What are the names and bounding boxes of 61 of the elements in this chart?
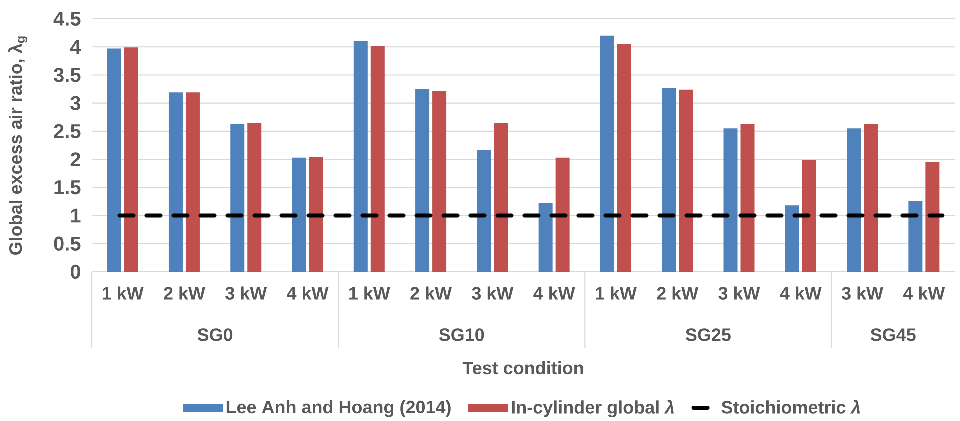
bar (740, 124, 755, 272)
bar (248, 123, 262, 272)
y-axis-title: Global excess air ratio, λ$_{g}$ (8, 36, 28, 255)
text: SG0 (198, 328, 233, 342)
legend-label: Stoichiometric λ (722, 400, 860, 414)
y-tick-label: 4.5 (54, 12, 81, 26)
y-tick-label: 4 (70, 40, 82, 54)
bar (168, 92, 183, 272)
x-tick-label: 2 kW (410, 286, 452, 300)
legend-label: In-cylinder global λ (512, 400, 674, 418)
y-tick-label: 0.5 (54, 236, 81, 251)
bar (847, 128, 862, 272)
bar (432, 92, 447, 272)
y-tick-label: 1.5 (54, 180, 81, 195)
x-tick-label: 2 kW (657, 286, 699, 300)
bar (662, 88, 676, 272)
x-tick-label: 4 kW (534, 286, 576, 300)
bar (292, 158, 306, 272)
bar (494, 123, 508, 272)
x-tick-label: 3 kW (226, 286, 268, 300)
x-tick-label: 4 kW (287, 286, 329, 300)
x-tick-label: 1 kW (350, 286, 390, 300)
bar (416, 89, 430, 272)
bar (107, 48, 122, 272)
legend-label: Lee Anh and Hoang (2014) (226, 400, 451, 418)
x-tick-label: 4 kW (780, 286, 822, 300)
bar (864, 124, 878, 272)
bar (908, 201, 923, 272)
y-tick-label: 0 (70, 264, 80, 280)
bar (477, 150, 492, 272)
y-tick-label: 1 (71, 208, 81, 223)
text: SG45 (870, 328, 916, 342)
x-tick-label: 3 kW (472, 286, 514, 300)
bar (679, 90, 694, 272)
bar (124, 48, 138, 272)
x-tick-label: 3 kW (842, 286, 884, 300)
x-tick-label: 2 kW (164, 286, 206, 300)
bar (724, 128, 738, 272)
bar (230, 124, 245, 272)
bar (370, 46, 385, 272)
y-tick-label: 3.5 (54, 68, 81, 82)
x-tick-label: 1 kW (596, 286, 637, 300)
bar (600, 36, 614, 272)
bar (926, 162, 940, 272)
x-tick-label: 1 kW (102, 286, 144, 300)
y-tick-label: 2.5 (54, 124, 81, 139)
bar (186, 92, 200, 272)
bar (354, 41, 368, 272)
y-tick-label: 3 (70, 96, 81, 110)
bar (785, 206, 800, 272)
text: SG25 (686, 328, 731, 342)
x-tick-label: 3 kW (718, 286, 760, 300)
y-tick-label: 2 (70, 152, 80, 167)
bar (617, 44, 632, 272)
text: SG10 (439, 328, 484, 342)
x-tick-label: 4 kW (903, 286, 946, 300)
bar (802, 160, 816, 272)
bar (309, 157, 324, 272)
bar (538, 203, 553, 272)
x-axis-title: Test condition (462, 361, 584, 375)
bar (556, 158, 570, 272)
